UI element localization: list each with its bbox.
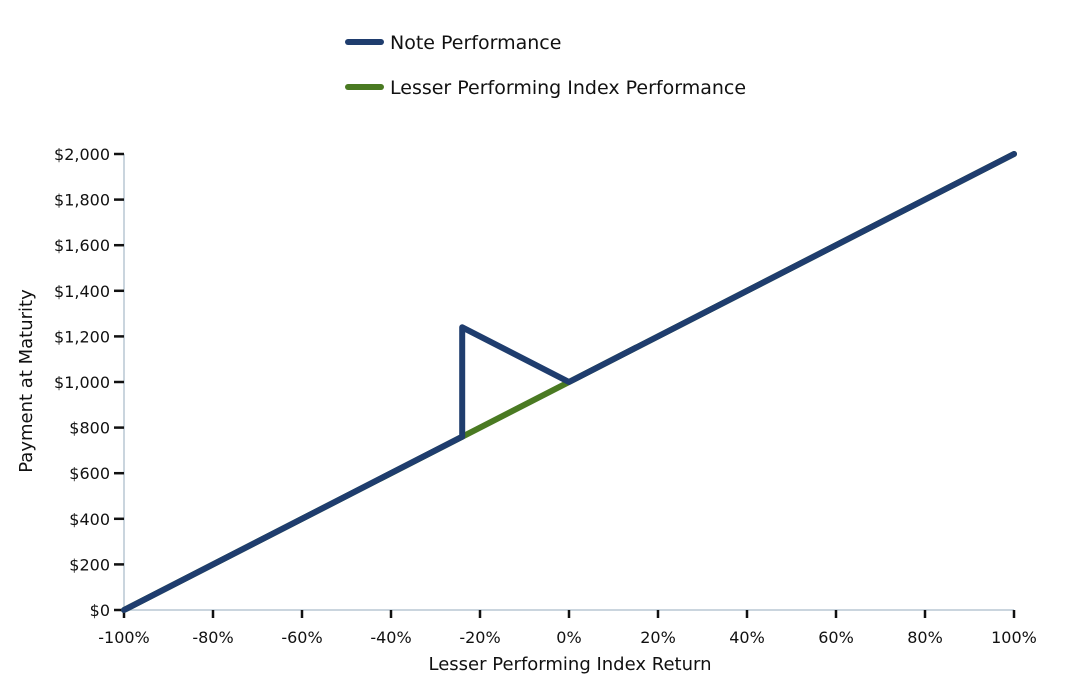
y-tick-label: $200 [69, 555, 110, 574]
x-axis-title: Lesser Performing Index Return [429, 654, 712, 675]
y-tick-label: $1,400 [54, 282, 110, 301]
x-tick-label: -40% [370, 628, 411, 647]
y-tick-label: $1,200 [54, 327, 110, 346]
y-tick-label: $400 [69, 510, 110, 529]
x-axis-ticks: -100% -80% -60% -40% -20% 0% 20% 40% 60% 80% 100% [98, 610, 1037, 647]
x-tick-label: -20% [459, 628, 500, 647]
legend-item-note-performance: Note Performance [345, 32, 561, 54]
x-tick-label: -80% [192, 628, 233, 647]
y-tick-label: $1,800 [54, 191, 110, 210]
legend-label-note-performance: Note Performance [390, 32, 561, 54]
x-tick-label: 20% [640, 628, 676, 647]
x-tick-label: 40% [729, 628, 765, 647]
legend-label-index-performance: Lesser Performing Index Performance [390, 77, 746, 99]
y-tick-label: $2,000 [54, 145, 110, 164]
y-tick-label: $1,600 [54, 236, 110, 255]
x-tick-label: -60% [281, 628, 322, 647]
y-tick-label: $600 [69, 464, 110, 483]
x-tick-label: -100% [98, 628, 150, 647]
x-tick-label: 60% [818, 628, 854, 647]
y-tick-label: $0 [90, 601, 110, 620]
legend-item-index-performance: Lesser Performing Index Performance [345, 77, 746, 99]
y-axis-ticks: $0 $200 $400 $600 $800 $1,000 $1,200 $1,400 $1,6… [54, 145, 124, 620]
x-tick-label: 0% [556, 628, 581, 647]
y-tick-label: $1,000 [54, 373, 110, 392]
series-layer [121, 151, 1017, 613]
y-axis-title: Payment at Maturity [16, 289, 37, 473]
x-tick-label: 100% [991, 628, 1037, 647]
x-tick-label: 80% [907, 628, 943, 647]
legend: Note Performance Lesser Performing Index… [345, 32, 746, 99]
series-line-note-performance [121, 151, 1017, 613]
y-tick-label: $800 [69, 419, 110, 438]
